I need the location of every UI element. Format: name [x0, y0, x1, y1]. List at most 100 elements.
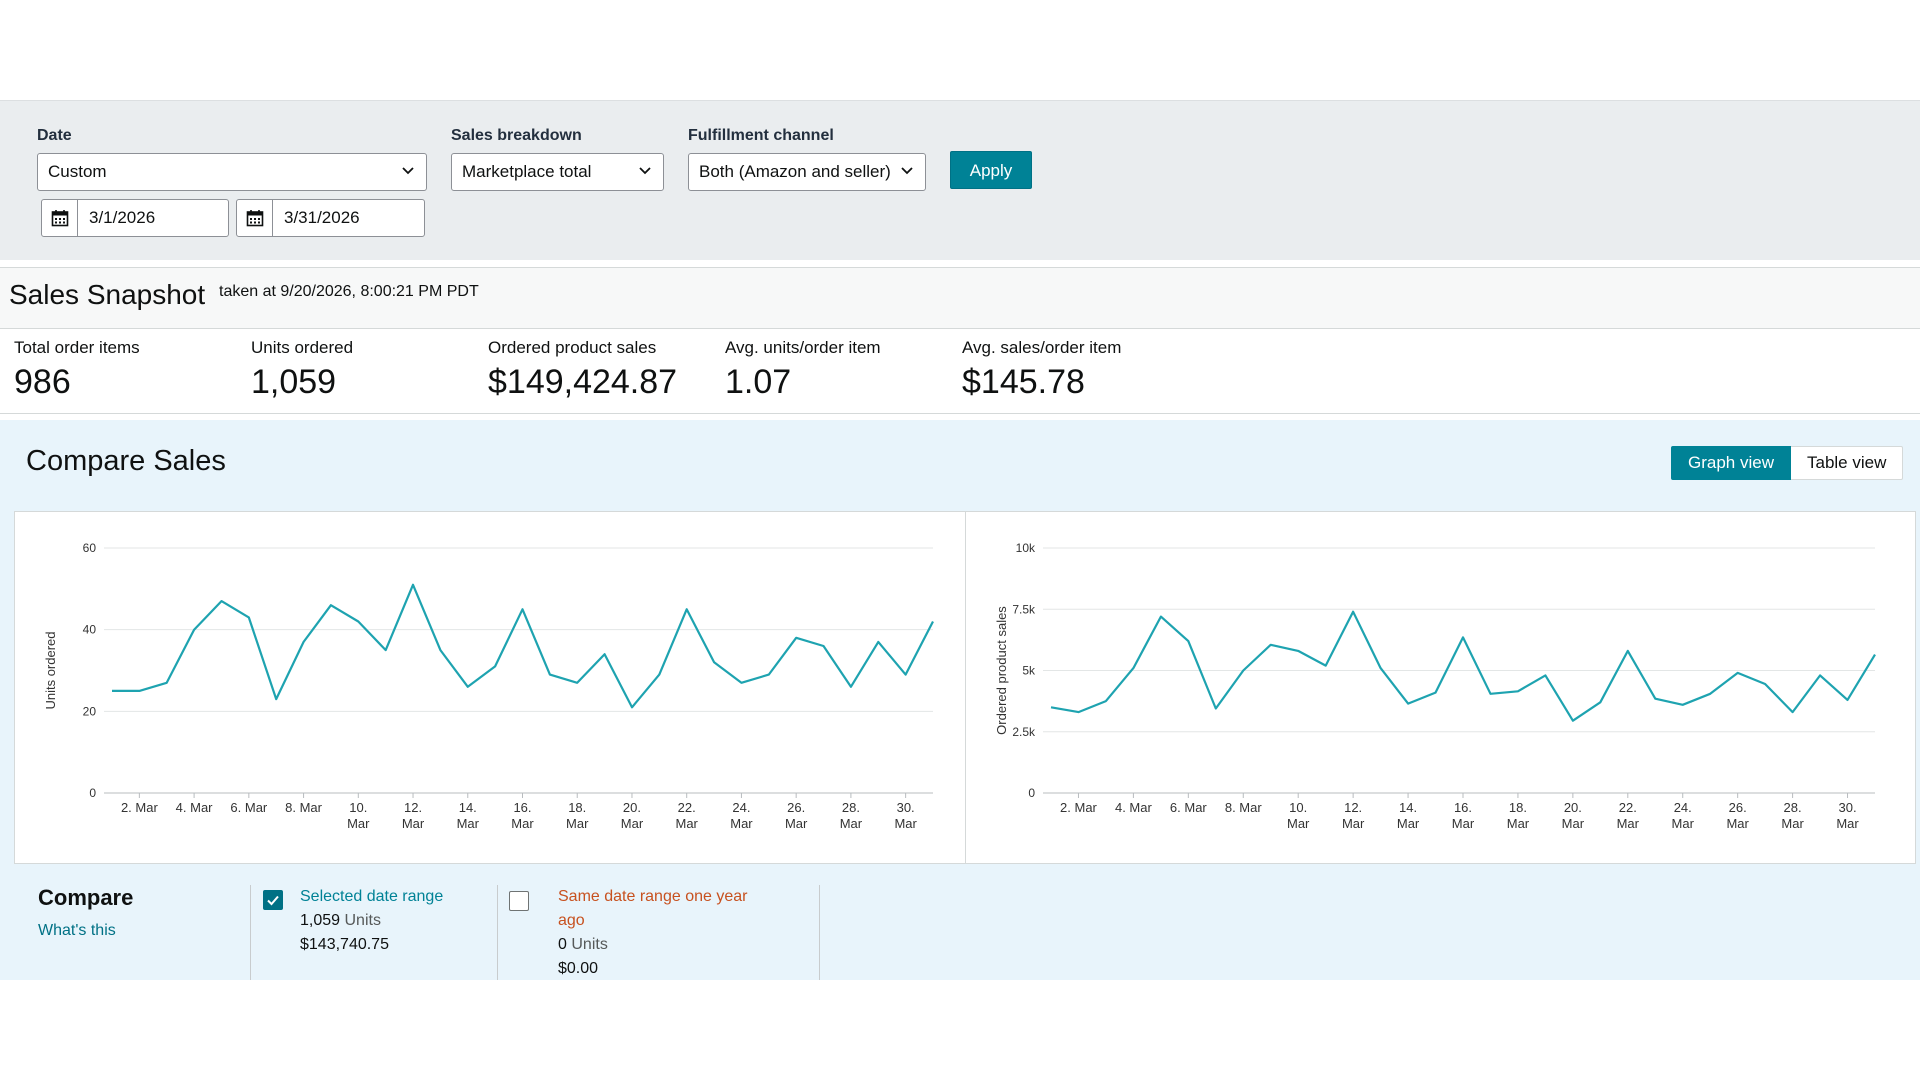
fulfillment-select[interactable]: Both (Amazon and seller): [688, 153, 926, 191]
y-axis-label: Ordered product sales: [994, 606, 1009, 735]
x-tick-label: 16.: [1454, 800, 1472, 815]
x-tick-label: 18.: [568, 800, 586, 815]
compare-separator: [819, 885, 820, 980]
x-tick-label: 28.: [1784, 800, 1802, 815]
series-line: [1050, 610, 1876, 722]
metric-total-order-items: Total order items 986: [14, 338, 140, 402]
x-tick-label: 28.: [842, 800, 860, 815]
y-tick-label: 7.5k: [1012, 602, 1036, 616]
x-tick-label: 4. Mar: [176, 800, 214, 815]
x-tick-label: 2. Mar: [1060, 800, 1098, 815]
x-tick-label: Mar: [1726, 816, 1749, 831]
compare-sales-section: Compare Sales Graph view Table view 0 20 4…: [0, 420, 1920, 980]
calendar-icon[interactable]: [42, 200, 78, 236]
x-tick-label: Mar: [676, 816, 699, 831]
units-value: 1,059: [300, 912, 341, 929]
x-tick-label: Mar: [1562, 816, 1585, 831]
units-ordered-chart: 0 20 40 60 Units ordered 2. Mar 4. Mar 6. Mar 8.…: [43, 541, 934, 831]
x-tick-label: 14.: [459, 800, 477, 815]
metric-label: Avg. sales/order item: [962, 338, 1122, 357]
last-year-checkbox[interactable]: [509, 891, 529, 911]
checkmark-icon: [267, 895, 279, 906]
selected-range-checkbox[interactable]: [263, 890, 283, 910]
x-tick-label: Mar: [1452, 816, 1475, 831]
y-axis-label: Units ordered: [43, 631, 58, 709]
x-tick-label: 8. Mar: [285, 800, 323, 815]
metric-label: Total order items: [14, 338, 140, 357]
x-tick-label: 2. Mar: [121, 800, 159, 815]
x-tick-label: 24.: [1674, 800, 1692, 815]
snapshot-metrics: Total order items 986 Units ordered 1,05…: [0, 330, 1920, 414]
chevron-down-icon: [402, 154, 416, 190]
charts-container: 0 20 40 60 Units ordered 2. Mar 4. Mar 6. Mar 8.…: [14, 511, 1916, 864]
ordered-product-sales-chart: 0 2.5k 5k 7.5k 10k Ordered product sales 2. Ma…: [994, 541, 1876, 831]
x-tick-label: 6. Mar: [230, 800, 268, 815]
whats-this-link[interactable]: What's this: [38, 922, 116, 939]
sales-breakdown-value: Marketplace total: [462, 162, 592, 181]
metric-label: Units ordered: [251, 338, 354, 357]
x-tick-label: Mar: [1836, 816, 1859, 831]
selected-range-legend: Selected date range 1,059 Units $143,740…: [300, 885, 443, 957]
metric-units-ordered: Units ordered 1,059: [251, 338, 353, 402]
x-tick-label: 8. Mar: [1225, 800, 1263, 815]
x-tick-label: Mar: [621, 816, 644, 831]
metric-value: $145.78: [962, 363, 1085, 401]
x-tick-label: Mar: [1507, 816, 1530, 831]
compare-title: Compare: [38, 885, 134, 910]
start-date-input[interactable]: 3/1/2026: [41, 199, 229, 237]
compare-separator: [497, 885, 498, 980]
table-view-button[interactable]: Table view: [1790, 446, 1904, 480]
x-tick-label: Mar: [1287, 816, 1310, 831]
x-tick-label: 16.: [513, 800, 531, 815]
date-label: Date: [37, 127, 72, 144]
sales-breakdown-filter: Sales breakdown Marketplace total: [451, 127, 664, 191]
y-tick-label: 2.5k: [1012, 725, 1036, 739]
x-tick-label: 30.: [897, 800, 915, 815]
selected-range-units: 1,059 Units: [300, 909, 443, 933]
last-year-legend: Same date range one year ago 0 Units $0.…: [558, 885, 758, 981]
end-date-input[interactable]: 3/31/2026: [236, 199, 425, 237]
calendar-icon[interactable]: [237, 200, 273, 236]
x-tick-label: Mar: [566, 816, 589, 831]
x-tick-label: 12.: [1344, 800, 1362, 815]
x-tick-label: 22.: [678, 800, 696, 815]
x-tick-label: 24.: [732, 800, 750, 815]
date-select[interactable]: Custom: [37, 153, 427, 191]
selected-range-name: Selected date range: [300, 888, 444, 905]
y-tick-label: 5k: [1022, 664, 1036, 678]
x-tick-label: 10.: [1289, 800, 1307, 815]
compare-separator: [250, 885, 251, 980]
fulfillment-filter: Fulfillment channel Both (Amazon and sel…: [688, 127, 926, 191]
metric-avg-units-per-order-item: Avg. units/order item 1.07: [725, 338, 881, 402]
y-tick-label: 40: [83, 623, 97, 637]
x-tick-label: Mar: [1781, 816, 1804, 831]
sales-snapshot-header: Sales Snapshot taken at 9/20/2026, 8:00:…: [0, 267, 1920, 329]
y-tick-label: 0: [89, 786, 96, 800]
start-date-value: 3/1/2026: [89, 208, 156, 227]
metric-ordered-product-sales: Ordered product sales $149,424.87: [488, 338, 677, 402]
x-tick-label: Mar: [840, 816, 863, 831]
y-tick-label: 10k: [1016, 541, 1036, 555]
x-tick-label: Mar: [785, 816, 808, 831]
x-tick-label: 14.: [1399, 800, 1417, 815]
last-year-sales: $0.00: [558, 960, 599, 977]
last-year-name: Same date range one year ago: [558, 888, 748, 929]
graph-view-button[interactable]: Graph view: [1671, 446, 1791, 480]
x-tick-label: 26.: [1729, 800, 1747, 815]
series-line: [112, 583, 934, 709]
sales-breakdown-select[interactable]: Marketplace total: [451, 153, 664, 191]
bottom-blank-area: [0, 980, 1920, 1080]
x-tick-label: 26.: [787, 800, 805, 815]
filter-bar: Date Custom 3/1/2026 3/31/2026 Sales bre…: [0, 100, 1920, 260]
apply-button[interactable]: Apply: [950, 151, 1032, 189]
metric-label: Ordered product sales: [488, 338, 657, 357]
fulfillment-label: Fulfillment channel: [688, 127, 834, 144]
x-tick-label: 20.: [1564, 800, 1582, 815]
metric-value: $149,424.87: [488, 363, 678, 401]
metric-avg-sales-per-order-item: Avg. sales/order item $145.78: [962, 338, 1121, 402]
x-tick-label: 10.: [349, 800, 367, 815]
compare-sales-title: Compare Sales: [26, 445, 226, 477]
end-date-value: 3/31/2026: [284, 208, 360, 227]
selected-range-sales: $143,740.75: [300, 936, 389, 953]
chevron-down-icon: [639, 154, 653, 190]
